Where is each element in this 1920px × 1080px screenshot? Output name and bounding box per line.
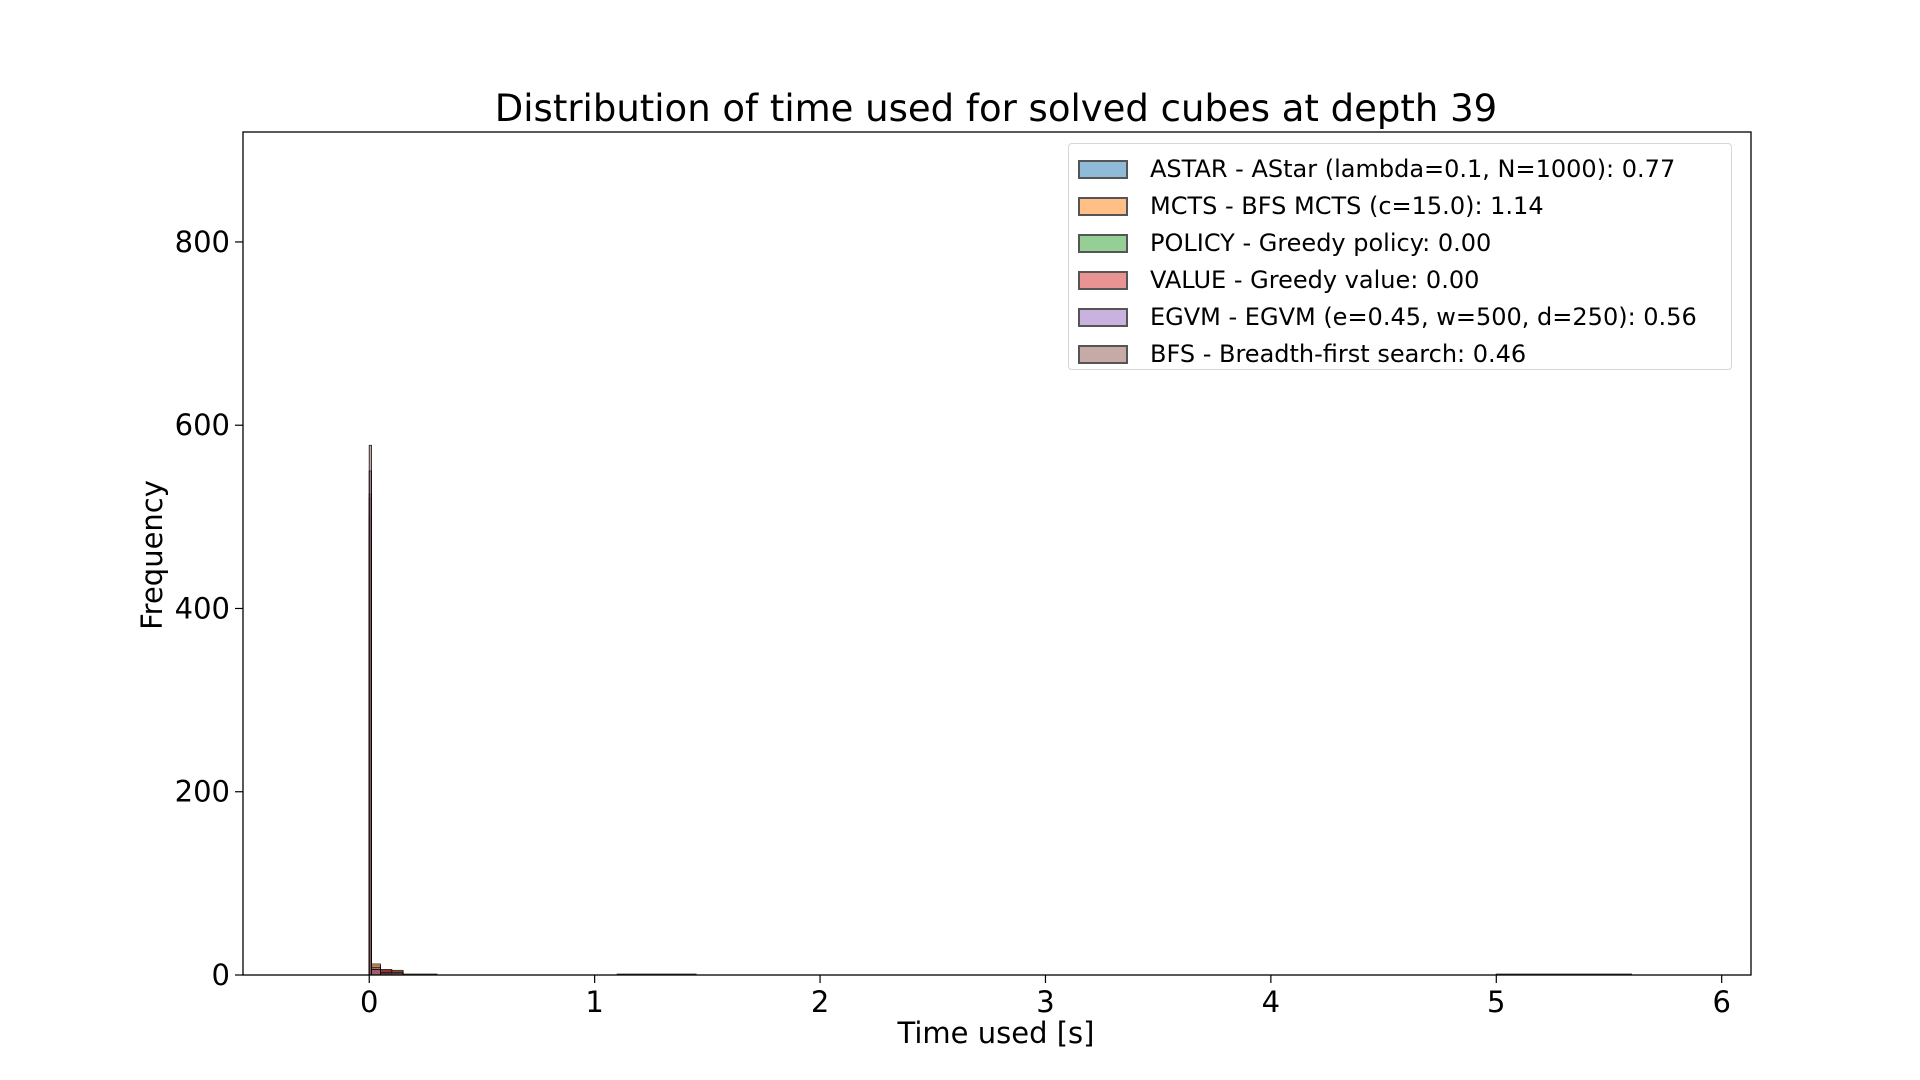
legend-swatch <box>1078 197 1128 216</box>
x-tick-label: 5 <box>1487 985 1505 1019</box>
legend-label: MCTS - BFS MCTS (c=15.0): 1.14 <box>1150 192 1544 220</box>
x-axis-label: Time used [s] <box>897 1016 1095 1050</box>
legend-item-astar: ASTAR - AStar (lambda=0.1, N=1000): 0.77 <box>1069 151 1731 188</box>
legend-item-mcts: MCTS - BFS MCTS (c=15.0): 1.14 <box>1069 188 1731 225</box>
legend: ASTAR - AStar (lambda=0.1, N=1000): 0.77… <box>1068 143 1732 370</box>
chart-title: Distribution of time used for solved cub… <box>495 87 1497 130</box>
legend-label: POLICY - Greedy policy: 0.00 <box>1150 229 1492 257</box>
legend-item-policy: POLICY - Greedy policy: 0.00 <box>1069 225 1731 262</box>
x-tick-label: 1 <box>585 985 603 1019</box>
legend-item-value: VALUE - Greedy value: 0.00 <box>1069 262 1731 299</box>
x-tick-label: 4 <box>1262 985 1280 1019</box>
legend-label: EGVM - EGVM (e=0.45, w=500, d=250): 0.56 <box>1150 303 1697 331</box>
bars-layer <box>368 444 1633 976</box>
y-axis-ticks: 0 200 400 600 800 <box>175 225 243 992</box>
y-tick-label: 0 <box>212 958 230 992</box>
histogram-bar <box>368 444 372 976</box>
x-tick-label: 0 <box>360 985 378 1019</box>
y-tick-label: 600 <box>175 408 230 442</box>
x-tick-label: 2 <box>811 985 829 1019</box>
y-tick-label: 800 <box>175 225 230 259</box>
legend-swatch <box>1078 271 1128 290</box>
histogram-bar <box>370 969 382 976</box>
legend-item-egvm: EGVM - EGVM (e=0.45, w=500, d=250): 0.56 <box>1069 299 1731 336</box>
legend-swatch <box>1078 160 1128 179</box>
legend-swatch <box>1078 234 1128 253</box>
legend-label: VALUE - Greedy value: 0.00 <box>1150 266 1480 294</box>
legend-label: BFS - Breadth-first search: 0.46 <box>1150 340 1527 368</box>
legend-item-bfs: BFS - Breadth-first search: 0.46 <box>1069 336 1731 373</box>
legend-label: ASTAR - AStar (lambda=0.1, N=1000): 0.77 <box>1150 155 1676 183</box>
plot-frame <box>242 131 1752 976</box>
y-tick-label: 200 <box>175 775 230 809</box>
x-tick-label: 3 <box>1036 985 1054 1019</box>
legend-swatch <box>1078 308 1128 327</box>
x-tick-label: 6 <box>1712 985 1730 1019</box>
legend-swatch <box>1078 345 1128 364</box>
y-axis-label: Frequency <box>135 480 169 630</box>
y-tick-label: 400 <box>175 591 230 625</box>
x-axis-ticks: 0 1 2 3 4 5 6 <box>360 975 1731 1019</box>
